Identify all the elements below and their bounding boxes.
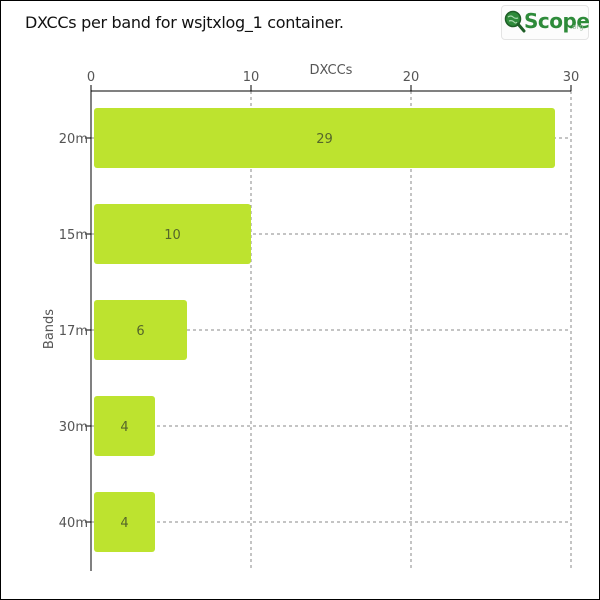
y-axis-title: Bands [42, 309, 57, 349]
y-tick-label: 30m [59, 420, 88, 435]
x-tick-label: 20 [403, 70, 420, 85]
logo-text: Scope [524, 9, 590, 33]
bar-15m [94, 204, 251, 264]
bar-value-label: 29 [316, 132, 333, 147]
bar-value-label: 4 [120, 516, 128, 531]
logo-suffix: .org [570, 23, 584, 31]
chart-title: DXCCs per band for wsjtxlog_1 container. [25, 13, 344, 32]
bar-value-label: 4 [120, 420, 128, 435]
y-tick-label: 15m [59, 228, 88, 243]
x-axis-title: DXCCs [310, 63, 353, 78]
bar-value-label: 6 [136, 324, 144, 339]
magnifier-globe-icon [504, 10, 526, 33]
bar-30m [94, 396, 155, 456]
y-tick-label: 40m [59, 516, 88, 531]
qscope-logo: Scope .org [501, 5, 590, 40]
bar-40m [94, 492, 155, 552]
y-tick-label: 17m [59, 324, 88, 339]
bar-value-label: 10 [164, 228, 181, 243]
bar-17m [94, 300, 187, 360]
x-tick-label: 30 [563, 70, 580, 85]
bars: 29 10 6 4 4 [94, 108, 555, 552]
x-tick-label: 0 [87, 70, 95, 85]
y-tick-label: 20m [59, 132, 88, 147]
bar-20m [94, 108, 555, 168]
axes: 0 10 20 30 20m 15m 17m 30m 40m [59, 70, 579, 571]
x-tick-label: 10 [243, 70, 260, 85]
